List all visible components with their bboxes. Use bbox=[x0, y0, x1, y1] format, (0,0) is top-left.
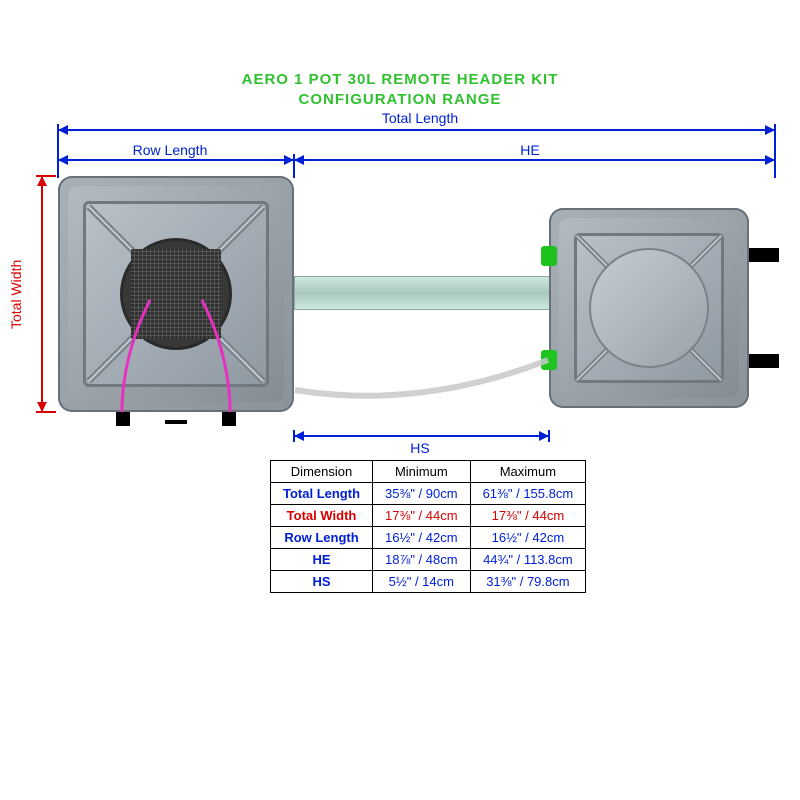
black-fitting-top bbox=[749, 248, 779, 262]
green-fitting-top bbox=[541, 246, 557, 266]
col-dimension: Dimension bbox=[271, 461, 373, 483]
title-line1: AERO 1 POT 30L REMOTE HEADER KIT bbox=[242, 71, 559, 88]
green-fitting-bottom bbox=[541, 350, 557, 370]
pot-right-lid bbox=[589, 248, 709, 368]
diagram-title: AERO 1 POT 30L REMOTE HEADER KIT CONFIGU… bbox=[0, 70, 800, 109]
total-width-label: Total Width bbox=[8, 260, 24, 329]
row-length-label: Row Length bbox=[133, 142, 208, 158]
outlet-2 bbox=[222, 412, 236, 426]
pot-left-net-pot bbox=[120, 238, 232, 350]
col-minimum: Minimum bbox=[373, 461, 471, 483]
title-line2: CONFIGURATION RANGE bbox=[299, 91, 502, 108]
outlet-bar bbox=[165, 420, 187, 424]
table-row: Row Length16½" / 42cm16½" / 42cm bbox=[271, 527, 586, 549]
dimensions-table: Dimension Minimum Maximum Total Length35… bbox=[270, 460, 586, 593]
connector-tube bbox=[294, 276, 554, 310]
col-maximum: Maximum bbox=[470, 461, 586, 483]
hs-label: HS bbox=[410, 440, 429, 456]
pot-left bbox=[58, 176, 294, 412]
outlet-1 bbox=[116, 412, 130, 426]
total-length-label: Total Length bbox=[382, 110, 458, 126]
table-row: Total Length35⅜" / 90cm61⅜" / 155.8cm bbox=[271, 483, 586, 505]
table-row: HE18⅞" / 48cm44¾" / 113.8cm bbox=[271, 549, 586, 571]
pot-right bbox=[549, 208, 749, 408]
he-label: HE bbox=[520, 142, 539, 158]
table-row: HS5½" / 14cm31⅜" / 79.8cm bbox=[271, 571, 586, 593]
table-row: Total Width17⅜" / 44cm17⅜" / 44cm bbox=[271, 505, 586, 527]
black-fitting-bottom bbox=[749, 354, 779, 368]
